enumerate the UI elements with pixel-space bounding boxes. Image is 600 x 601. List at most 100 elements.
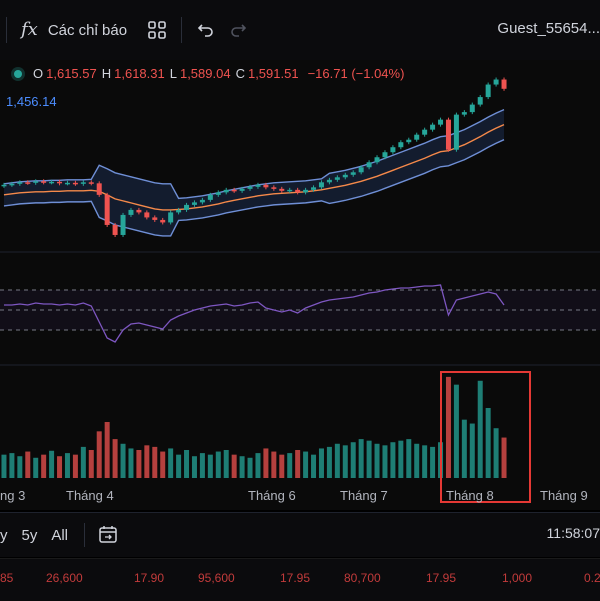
volume-bar[interactable] — [263, 448, 269, 478]
candle-body[interactable] — [279, 188, 285, 191]
volume-bar[interactable] — [191, 456, 197, 478]
candle-body[interactable] — [414, 134, 420, 140]
date-range-icon[interactable] — [97, 524, 119, 546]
candle-body[interactable] — [390, 147, 396, 153]
candle-body[interactable] — [263, 184, 269, 188]
candle-body[interactable] — [461, 112, 467, 115]
volume-bar[interactable] — [255, 453, 261, 478]
candle-body[interactable] — [207, 194, 213, 200]
volume-bar[interactable] — [176, 454, 182, 478]
redo-button[interactable] — [222, 10, 254, 50]
volume-bar[interactable] — [207, 454, 213, 478]
volume-bar[interactable] — [239, 456, 245, 478]
volume-bar[interactable] — [104, 422, 110, 478]
candle-body[interactable] — [64, 182, 70, 185]
candle-body[interactable] — [334, 177, 340, 180]
candle-body[interactable] — [160, 219, 166, 223]
candle-body[interactable] — [168, 212, 174, 223]
candle-body[interactable] — [25, 182, 31, 184]
volume-bar[interactable] — [414, 443, 420, 478]
volume-bar[interactable] — [334, 443, 340, 478]
indicators-button[interactable]: fx Các chỉ báo — [15, 10, 133, 50]
volume-bar[interactable] — [326, 446, 332, 478]
volume-bar[interactable] — [41, 454, 47, 478]
candle-body[interactable] — [191, 202, 197, 205]
candle-body[interactable] — [247, 186, 253, 189]
candle-body[interactable] — [120, 214, 126, 235]
volume-bar[interactable] — [271, 451, 277, 478]
volume-bar[interactable] — [80, 446, 86, 478]
volume-bar[interactable] — [342, 445, 348, 478]
candle-body[interactable] — [49, 181, 55, 184]
candle-body[interactable] — [326, 179, 332, 183]
candle-body[interactable] — [366, 162, 372, 168]
volume-bar[interactable] — [223, 450, 229, 478]
candle-body[interactable] — [493, 79, 499, 85]
candle-body[interactable] — [398, 142, 404, 148]
volume-bar[interactable] — [287, 453, 293, 478]
volume-bar[interactable] — [160, 451, 166, 478]
volume-bar[interactable] — [215, 451, 221, 478]
candle-body[interactable] — [374, 157, 380, 163]
candle-body[interactable] — [406, 139, 412, 143]
volume-bar[interactable] — [422, 445, 428, 478]
candle-body[interactable] — [136, 209, 142, 213]
volume-bar[interactable] — [25, 451, 31, 478]
volume-bar[interactable] — [430, 446, 436, 478]
volume-bar[interactable] — [303, 451, 309, 478]
volume-bar[interactable] — [184, 450, 190, 478]
candle-body[interactable] — [255, 184, 261, 187]
candle-body[interactable] — [215, 192, 221, 195]
candle-body[interactable] — [1, 184, 7, 187]
volume-bar[interactable] — [112, 439, 118, 478]
volume-bar[interactable] — [144, 445, 150, 478]
candle-body[interactable] — [223, 189, 229, 193]
chart-pane[interactable] — [0, 60, 600, 510]
candle-body[interactable] — [382, 152, 388, 158]
layout-button[interactable] — [141, 10, 173, 50]
candle-body[interactable] — [311, 187, 317, 190]
candle-body[interactable] — [199, 199, 205, 203]
volume-bar[interactable] — [279, 454, 285, 478]
candle-body[interactable] — [72, 182, 78, 185]
candle-body[interactable] — [104, 194, 110, 225]
range-button-1y[interactable]: y — [0, 526, 8, 544]
candle-body[interactable] — [184, 204, 190, 210]
volume-bar[interactable] — [64, 453, 70, 478]
candle-body[interactable] — [422, 129, 428, 135]
volume-bar[interactable] — [17, 456, 23, 478]
volume-bar[interactable] — [199, 453, 205, 478]
volume-bar[interactable] — [9, 453, 15, 478]
volume-bar[interactable] — [168, 448, 174, 478]
volume-bar[interactable] — [445, 376, 451, 478]
candle-body[interactable] — [342, 174, 348, 178]
candle-body[interactable] — [33, 181, 39, 183]
volume-bar[interactable] — [406, 439, 412, 478]
volume-bar[interactable] — [358, 439, 364, 478]
candle-body[interactable] — [96, 183, 102, 195]
candle-body[interactable] — [88, 182, 94, 184]
volume-bar[interactable] — [96, 431, 102, 478]
volume-bar[interactable] — [390, 442, 396, 478]
volume-bar[interactable] — [477, 380, 483, 478]
volume-bar[interactable] — [469, 423, 475, 478]
volume-bar[interactable] — [453, 384, 459, 478]
candle-body[interactable] — [9, 183, 15, 186]
candle-body[interactable] — [128, 209, 134, 215]
candle-body[interactable] — [17, 182, 23, 184]
candle-body[interactable] — [57, 181, 63, 184]
volume-bar[interactable] — [120, 443, 126, 478]
volume-bar[interactable] — [382, 445, 388, 478]
candle-body[interactable] — [477, 97, 483, 105]
volume-bar[interactable] — [88, 450, 94, 478]
candle-body[interactable] — [485, 84, 491, 98]
volume-bar[interactable] — [501, 437, 507, 478]
candle-body[interactable] — [231, 189, 237, 192]
range-button-5y[interactable]: 5y — [21, 526, 38, 544]
volume-bar[interactable] — [350, 442, 356, 478]
volume-bar[interactable] — [33, 457, 39, 478]
candle-body[interactable] — [318, 182, 324, 188]
candle-body[interactable] — [152, 217, 158, 220]
volume-bar[interactable] — [366, 440, 372, 478]
volume-bar[interactable] — [318, 448, 324, 478]
